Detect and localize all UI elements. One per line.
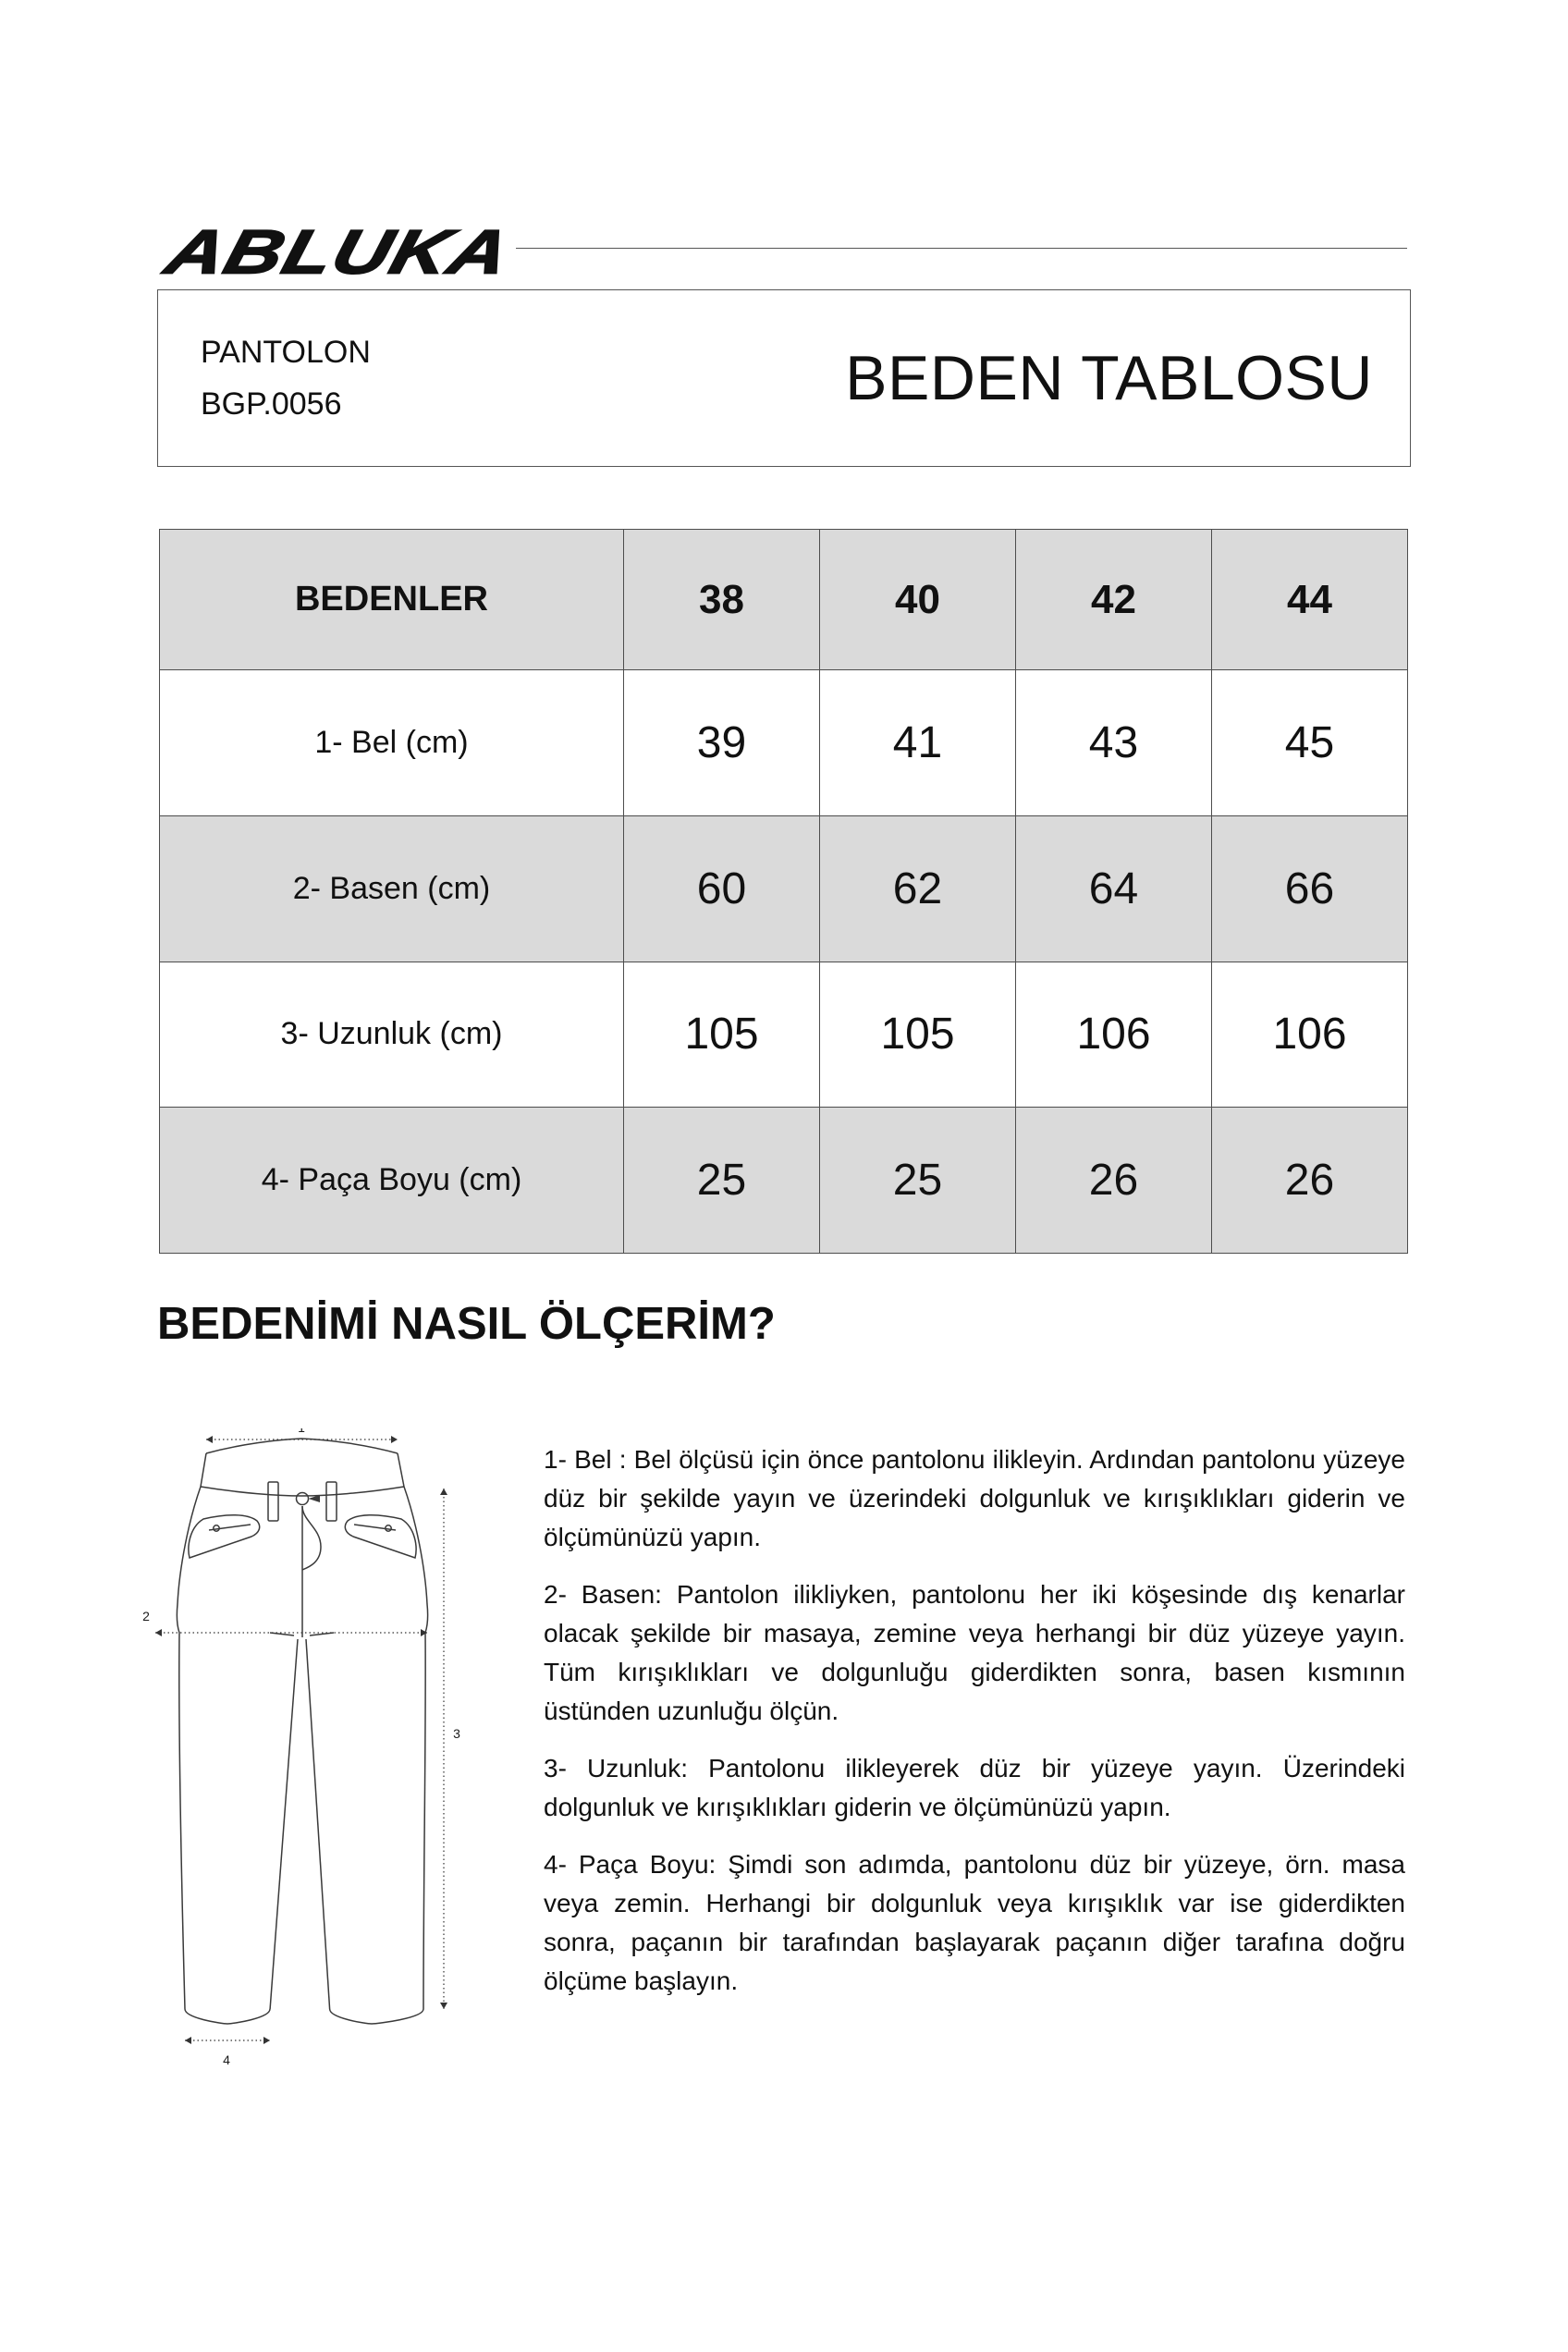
svg-text:3: 3: [453, 1726, 460, 1741]
svg-text:2: 2: [142, 1609, 150, 1623]
svg-text:1: 1: [298, 1428, 305, 1435]
svg-text:4: 4: [223, 2052, 230, 2067]
